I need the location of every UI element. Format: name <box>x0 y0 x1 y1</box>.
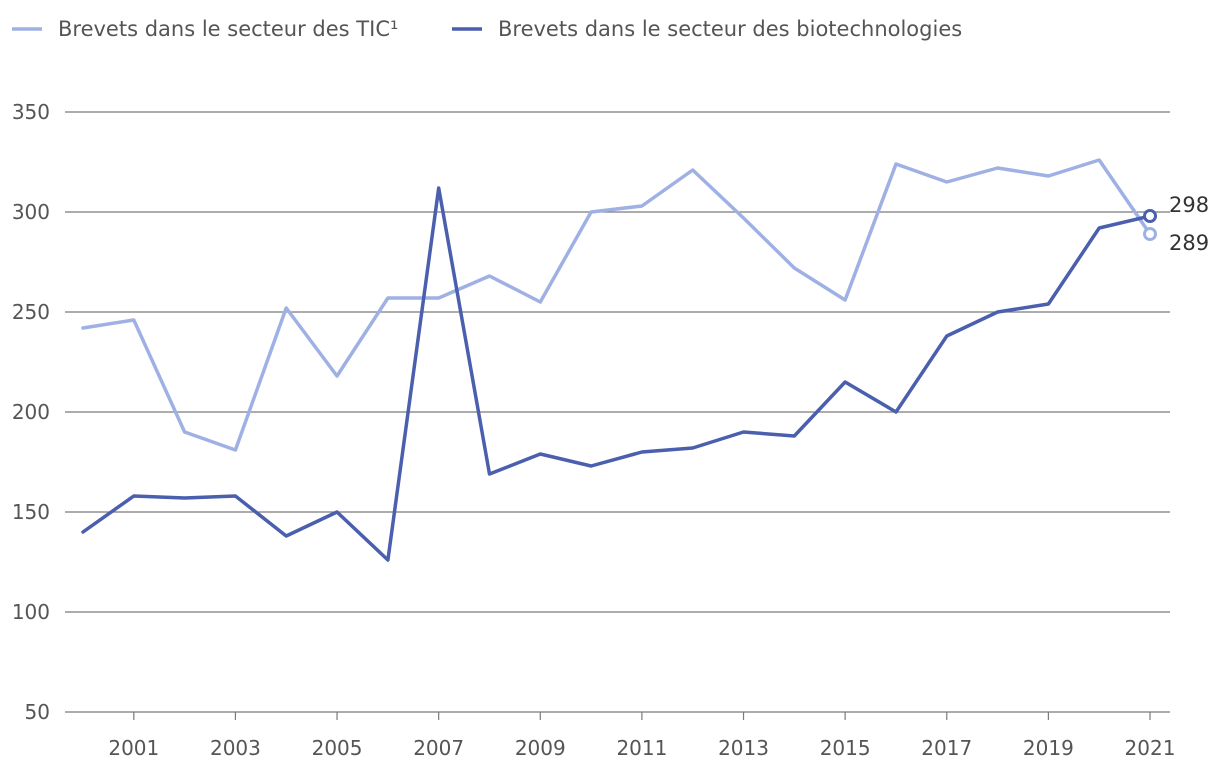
x-tick-label: 2015 <box>820 736 871 760</box>
legend: Brevets dans le secteur des TIC¹ Brevets… <box>12 17 962 41</box>
end-value-label-1: 298 <box>1169 193 1209 217</box>
x-tick-label: 2001 <box>108 736 159 760</box>
end-value-label-0: 289 <box>1169 231 1209 255</box>
y-tick-label: 50 <box>25 700 50 724</box>
x-tick-label: 2005 <box>312 736 363 760</box>
end-markers: 289 298 <box>1143 193 1209 255</box>
x-tick-label: 2003 <box>210 736 261 760</box>
x-tick-label: 2021 <box>1125 736 1176 760</box>
legend-item-biotech[interactable]: Brevets dans le secteur des biotechnolog… <box>452 17 962 41</box>
x-tick-label: 2009 <box>515 736 566 760</box>
x-tick-label: 2019 <box>1023 736 1074 760</box>
x-tick-label: 2011 <box>616 736 667 760</box>
series-line-0 <box>81 158 1152 452</box>
y-tick-label: 350 <box>12 100 50 124</box>
legend-label-biotech: Brevets dans le secteur des biotechnolog… <box>498 17 962 41</box>
y-tick-label: 150 <box>12 500 50 524</box>
series-lines <box>81 158 1152 562</box>
x-tick-label: 2013 <box>718 736 769 760</box>
y-tick-label: 300 <box>12 200 50 224</box>
end-point-marker-1 <box>1143 209 1157 223</box>
y-tick-label: 250 <box>12 300 50 324</box>
series-line-1 <box>81 186 1152 562</box>
y-tick-label: 200 <box>12 400 50 424</box>
x-tick-label: 2007 <box>413 736 464 760</box>
y-axis: 50 100 150 200 250 300 350 <box>12 100 50 724</box>
legend-item-ict[interactable]: Brevets dans le secteur des TIC¹ <box>12 17 398 41</box>
x-axis: 2001 2003 2005 2007 2009 2011 2013 2015 2017 2019… <box>65 711 1176 760</box>
end-point-marker-0 <box>1143 227 1157 241</box>
gridlines <box>65 111 1170 613</box>
x-tick-label: 2017 <box>921 736 972 760</box>
legend-label-ict: Brevets dans le secteur des TIC¹ <box>58 17 398 41</box>
y-tick-label: 100 <box>12 600 50 624</box>
